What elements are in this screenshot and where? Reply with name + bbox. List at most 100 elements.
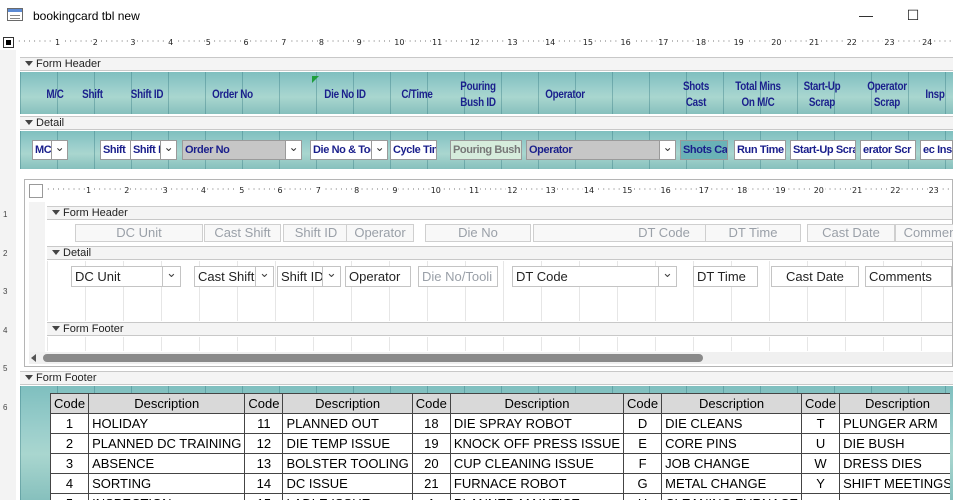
downtime-subform[interactable]: ········································… (24, 179, 953, 367)
ruler-tick: 9 (355, 38, 363, 47)
ruler-tick: 12 (468, 38, 481, 47)
description-cell: DIE TEMP ISSUE (282, 433, 413, 454)
vertical-ruler-tick: 6 (3, 402, 8, 412)
form-header-section-bar[interactable]: Form Header (20, 57, 953, 71)
dt-time-field[interactable]: DT Time (693, 266, 758, 287)
ruler-tick: 3 (129, 38, 137, 47)
form-header-area: M/C Shift Shift ID Order No Die No ID C/Time P… (20, 72, 953, 114)
comments-field[interactable]: Comments (865, 266, 952, 287)
subform-header-label: DC Unit (75, 224, 203, 242)
detail-section-bar[interactable]: Detail (20, 116, 953, 130)
code-cell: H (623, 493, 663, 500)
description-cell: PLANNED OUT (282, 413, 413, 434)
subform-detail-section-bar[interactable]: Detail (47, 246, 952, 260)
minimize-button[interactable]: — (859, 7, 873, 23)
ruler-tick: 20 (812, 186, 825, 195)
form-footer-section-bar[interactable]: Form Footer (20, 371, 953, 385)
shift-id-combobox[interactable]: Shift I (130, 140, 177, 160)
maximize-button[interactable]: ☐ (906, 7, 920, 23)
ruler-tick: 7 (314, 186, 322, 195)
scroll-left-arrow-icon[interactable] (31, 354, 36, 362)
ruler-tick: 23 (883, 38, 896, 47)
description-cell: BOLSTER TOOLING (282, 453, 413, 474)
table-row: 3 ABSENCE 13 BOLSTER TOOLING 20 CUP CLEANING … (50, 453, 950, 474)
operator-combobox[interactable]: Operator (526, 140, 676, 160)
subform-vertical-ruler (29, 202, 45, 352)
dc-unit-combobox[interactable]: DC Unit (71, 266, 181, 287)
start-up-scrap-field[interactable]: Start-Up Scrap (790, 140, 856, 160)
downtime-codes-table: Code Description Code Description Code Descri… (50, 393, 950, 500)
mc-combobox[interactable]: MC (32, 140, 68, 160)
subform-horizontal-ruler[interactable]: ········································… (47, 184, 952, 198)
ruler-tick: 19 (732, 38, 745, 47)
subform-header-label: Cast Date (807, 224, 895, 242)
scrollbar-thumb[interactable] (43, 354, 703, 362)
ruler-tick: 2 (123, 186, 131, 195)
operator-field[interactable]: Operator (345, 266, 411, 287)
cast-date-field[interactable]: Cast Date (771, 266, 859, 287)
subform-header-section-bar[interactable]: Form Header (47, 206, 952, 220)
shots-cast-field[interactable]: Shots Cast (680, 140, 728, 160)
description-cell: CORE PINS (661, 433, 803, 454)
form-selector[interactable] (3, 37, 14, 48)
downtime-codes-table-container: Code Description Code Description Code Descri… (50, 393, 950, 500)
order-no-combobox[interactable]: Order No (182, 140, 302, 160)
description-cell: DIE BUSH (839, 433, 950, 454)
code-cell: E (623, 433, 663, 454)
code-cell: U (801, 433, 841, 454)
subform-horizontal-scrollbar[interactable] (29, 352, 952, 364)
ruler-tick: 1 (54, 38, 62, 47)
ruler-tick: 9 (391, 186, 399, 195)
description-cell: HOLIDAY (88, 413, 246, 434)
insp-field[interactable]: ec Insp (920, 140, 953, 160)
description-cell: CLEANING FURNACE (661, 493, 803, 500)
die-no-combobox[interactable]: Die No & Tool II (310, 140, 388, 160)
subform-header-label: Operator (346, 224, 414, 242)
ruler-tick: 11 (431, 38, 444, 47)
dt-code-combobox[interactable]: DT Code (512, 266, 677, 287)
vertical-ruler-tick: 1 (3, 210, 8, 219)
cast-shift-combobox[interactable]: Cast Shift (194, 266, 274, 287)
table-row: 2 PLANNED DC TRAINING 12 DIE TEMP ISSUE 19 KN… (50, 433, 950, 454)
header-label: M/C (46, 87, 64, 101)
ruler-tick: 14 (582, 186, 596, 195)
code-cell: 4 (50, 473, 90, 494)
ruler-tick: 17 (697, 186, 710, 195)
ruler-tick: 23 (927, 186, 940, 195)
header-label: Die No ID (324, 87, 366, 101)
shift-id-combobox[interactable]: Shift ID (277, 266, 341, 287)
subform-header-area: DC Unit Cast Shift Shift ID Operator Die No D… (47, 221, 953, 245)
cycle-time-field[interactable]: Cycle Time (390, 140, 437, 160)
ruler-tick: 13 (544, 186, 557, 195)
code-cell: 5 (50, 493, 90, 500)
pouring-bush-id-field[interactable]: Pouring Bush ID (450, 140, 522, 160)
operator-scrap-field[interactable]: erator Scr (860, 140, 916, 160)
vertical-ruler-tick: 3 (3, 287, 8, 296)
run-time-field[interactable]: Run Time (734, 140, 786, 160)
codes-table-header: Code (623, 393, 663, 414)
codes-table-header: Code (411, 393, 451, 414)
horizontal-ruler[interactable]: ········································… (18, 36, 953, 50)
ruler-tick: 5 (238, 186, 246, 195)
ruler-tick: 2 (91, 38, 99, 47)
code-cell: F (623, 453, 663, 474)
code-cell: 19 (411, 433, 451, 454)
code-cell: T (801, 413, 841, 434)
die-no-field[interactable]: Die No/Tooli (418, 266, 498, 287)
vertical-ruler: 1 2 3 4 5 6 (0, 50, 16, 500)
subform-footer-section-bar[interactable]: Form Footer (47, 322, 952, 336)
description-cell: INSPECTION (88, 493, 246, 500)
ruler-tick: 8 (353, 186, 361, 195)
subform-footer-area (47, 337, 952, 351)
ruler-tick: 22 (889, 186, 902, 195)
description-cell: KNOCK OFF PRESS ISSUE (449, 433, 625, 454)
table-row: 4 SORTING 14 DC ISSUE 21 FURNACE ROBOT G METAL … (50, 473, 950, 494)
subform-selector[interactable] (29, 184, 43, 198)
ruler-tick: 15 (621, 186, 634, 195)
ruler-tick: 19 (774, 186, 787, 195)
ruler-tick: 10 (393, 38, 406, 47)
ruler-tick: 4 (199, 186, 207, 195)
code-cell: Y (801, 473, 841, 494)
description-cell: PLANNED MAINT'CE (449, 493, 625, 500)
codes-table-header: Code (801, 393, 841, 414)
